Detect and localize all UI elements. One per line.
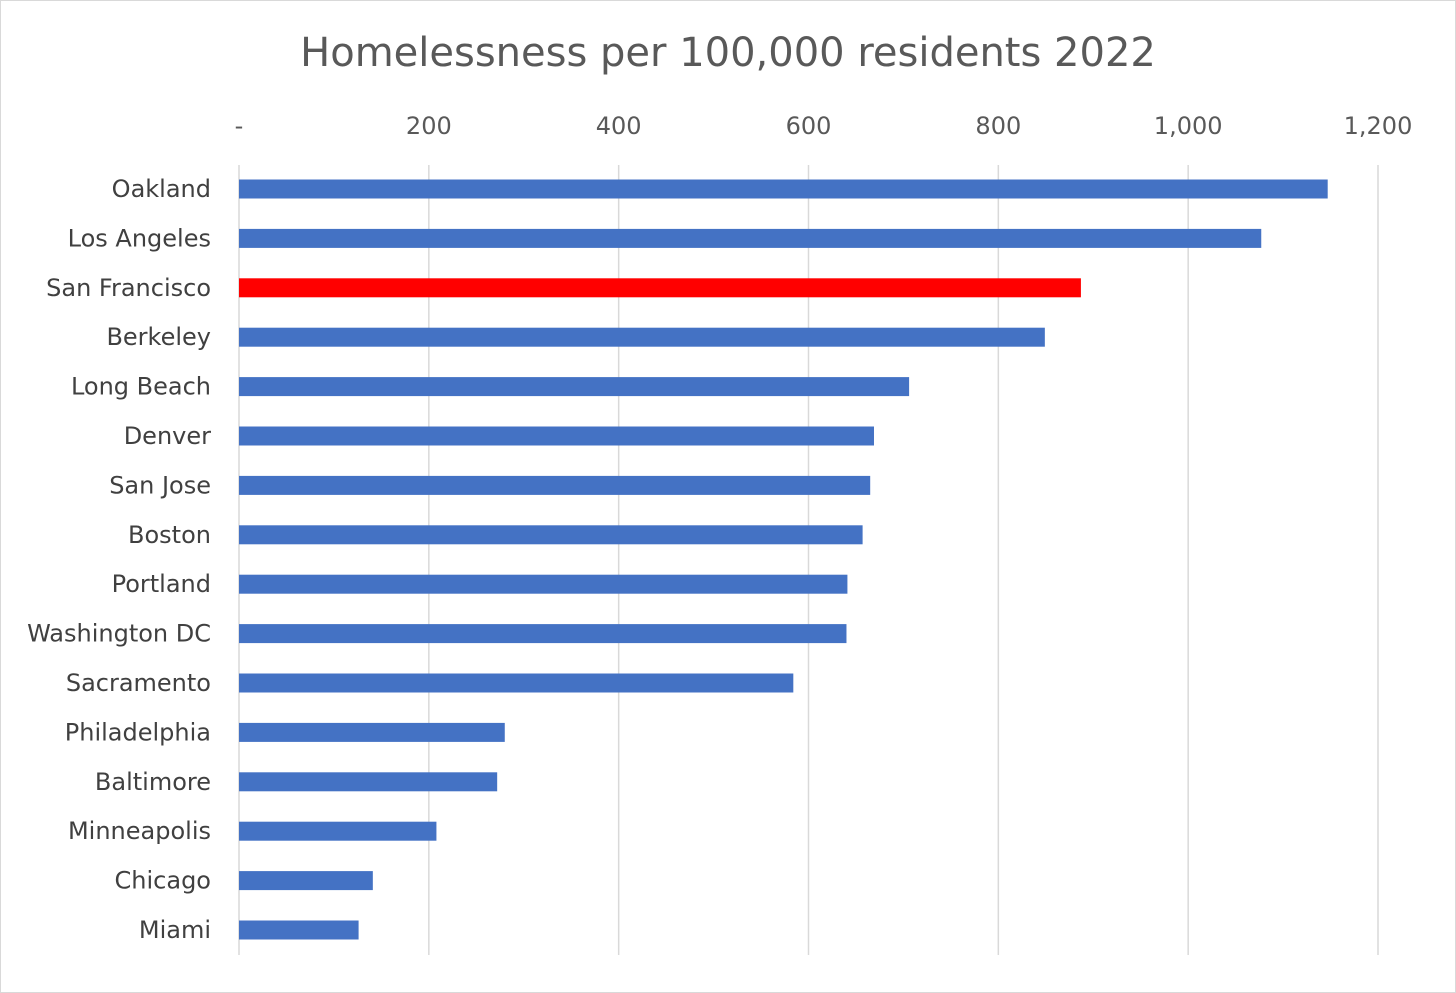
bar xyxy=(239,475,871,495)
x-tick-label: 1,000 xyxy=(1154,112,1223,140)
category-label: Minneapolis xyxy=(68,817,211,845)
category-label: Chicago xyxy=(115,867,211,895)
x-axis-ticks: - 200 400 600 800 1,000 1,200 xyxy=(235,112,1413,140)
category-label: Baltimore xyxy=(95,768,211,796)
bar xyxy=(239,821,437,841)
x-tick-label: - xyxy=(235,112,244,140)
category-label: Washington DC xyxy=(27,620,211,648)
bar xyxy=(239,327,1045,347)
category-label: Miami xyxy=(139,916,211,944)
chart-title: Homelessness per 100,000 residents 2022 xyxy=(300,30,1156,76)
bar xyxy=(239,228,1262,248)
category-labels: Oakland Los Angeles San Francisco Berkeley L… xyxy=(27,175,211,944)
bar xyxy=(239,179,1328,199)
x-tick-label: 800 xyxy=(975,112,1021,140)
bar xyxy=(239,722,505,742)
category-label: Sacramento xyxy=(66,669,211,697)
category-label: Boston xyxy=(128,521,211,549)
x-tick-label: 200 xyxy=(406,112,452,140)
x-tick-label: 400 xyxy=(596,112,642,140)
x-tick-label: 1,200 xyxy=(1344,112,1413,140)
category-label: Long Beach xyxy=(71,373,211,401)
category-label: Philadelphia xyxy=(65,718,211,746)
bar xyxy=(239,920,359,940)
category-label: San Francisco xyxy=(46,274,211,302)
x-tick-label: 600 xyxy=(786,112,832,140)
category-label: San Jose xyxy=(109,471,211,499)
category-label: Los Angeles xyxy=(68,224,211,252)
bar xyxy=(239,278,1081,298)
bar xyxy=(239,525,863,545)
bars xyxy=(239,179,1328,940)
bar xyxy=(239,426,874,446)
category-label: Portland xyxy=(112,570,211,598)
bar xyxy=(239,871,373,891)
bar xyxy=(239,377,910,397)
bar xyxy=(239,673,794,693)
bar xyxy=(239,772,498,792)
bar xyxy=(239,624,847,644)
category-label: Berkeley xyxy=(106,323,211,351)
bar xyxy=(239,574,848,594)
category-label: Denver xyxy=(124,422,211,450)
category-label: Oakland xyxy=(112,175,211,203)
